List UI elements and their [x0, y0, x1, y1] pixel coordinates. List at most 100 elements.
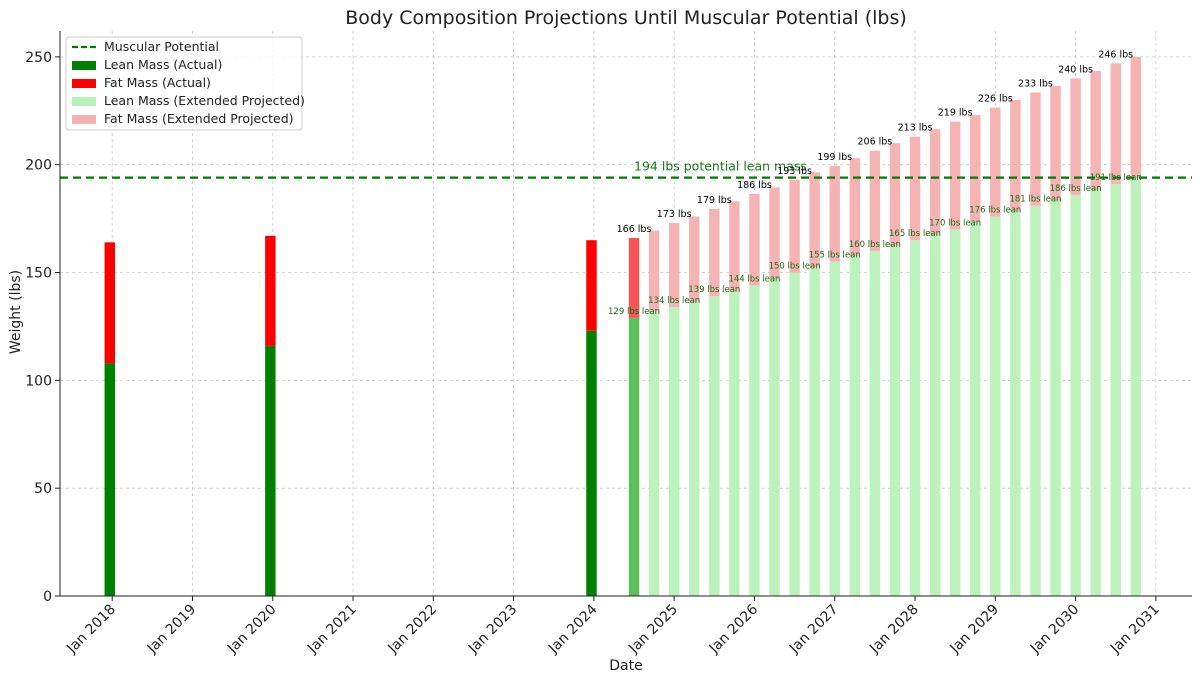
- lean-projected-bar: [970, 222, 981, 596]
- legend-swatch: [72, 97, 96, 106]
- fat-projected-bar: [1090, 70, 1101, 190]
- fat-projected-bar: [729, 201, 740, 291]
- lean-projected-bar: [869, 250, 881, 596]
- lean-mass-label: 144 lbs lean: [728, 274, 780, 284]
- total-weight-label: 179 lbs: [697, 195, 732, 206]
- lean-mass-label: 160 lbs lean: [849, 240, 901, 250]
- bars: [104, 56, 1142, 597]
- lean-projected-bar: [1010, 211, 1021, 597]
- lean-projected-bar: [668, 307, 680, 596]
- lean-projected-bar: [949, 229, 961, 596]
- lean-mass-label: 186 lbs lean: [1050, 184, 1102, 194]
- legend-box: [65, 36, 303, 131]
- fat-projected-bar: [1130, 56, 1142, 178]
- lean-projected-bar: [929, 234, 941, 597]
- lean-mass-label: 134 lbs lean: [648, 296, 700, 306]
- y-tick-label: 0: [43, 589, 52, 605]
- lean-projected-bar: [709, 296, 720, 596]
- fat-projected-bar: [1070, 78, 1081, 195]
- fat-projected-bar: [789, 179, 800, 273]
- lean-projected-bar: [628, 317, 640, 596]
- total-weight-label: 193 lbs: [777, 166, 812, 177]
- y-tick-label: 150: [25, 266, 52, 282]
- lean-mass-label: 165 lbs lean: [889, 229, 941, 239]
- total-weight-label: 206 lbs: [857, 137, 892, 148]
- legend: Muscular Potential Lean Mass (Actual) Fat …: [65, 36, 305, 131]
- x-axis-label: Date: [609, 658, 642, 674]
- lean-projected-bar: [889, 245, 901, 596]
- fat-projected-bar: [829, 165, 840, 262]
- fat-projected-bar: [970, 115, 981, 223]
- lean-projected-bar: [749, 285, 760, 596]
- lean-projected-bar: [1130, 177, 1142, 596]
- lean-mass-label: 129 lbs lean: [608, 307, 660, 317]
- total-weight-label: 240 lbs: [1058, 64, 1093, 75]
- fat-projected-bar: [809, 172, 820, 268]
- fat-projected-bar: [1110, 63, 1121, 185]
- fat-projected-bar: [849, 158, 861, 257]
- fat-projected-bar: [749, 193, 760, 286]
- lean-projected-bar: [1050, 200, 1061, 596]
- lean-projected-bar: [990, 216, 1001, 596]
- muscular-potential-label: 194 lbs potential lean mass: [634, 159, 807, 174]
- fat-projected-bar: [1050, 85, 1061, 201]
- total-weight-label: 173 lbs: [657, 209, 692, 220]
- legend-swatch: [72, 61, 96, 70]
- fat-projected-bar: [709, 208, 720, 297]
- fat-projected-bar: [929, 129, 941, 235]
- lean-mass-label: 181 lbs lean: [1009, 195, 1061, 205]
- fat-projected-bar: [1010, 100, 1021, 212]
- lean-projected-bar: [689, 301, 700, 596]
- lean-projected-bar: [1110, 184, 1121, 596]
- lean-mass-label: 176 lbs lean: [969, 205, 1021, 215]
- lean-actual-bar: [104, 363, 115, 596]
- lean-actual-bar: [586, 330, 597, 596]
- lean-projected-bar: [729, 290, 740, 596]
- legend-swatch: [72, 115, 96, 124]
- fat-actual-bar: [104, 242, 115, 364]
- chart-title: Body Composition Projections Until Muscu…: [345, 7, 907, 29]
- lean-projected-bar: [1090, 189, 1101, 597]
- lean-projected-bar: [1070, 194, 1081, 596]
- total-weight-label: 219 lbs: [938, 108, 973, 119]
- legend-label: Fat Mass (Extended Projected): [104, 111, 294, 126]
- total-weight-label: 166 lbs: [617, 224, 652, 235]
- fat-projected-bar: [869, 150, 881, 251]
- fat-actual-bar: [265, 235, 276, 346]
- lean-projected-bar: [648, 311, 660, 596]
- legend-label: Lean Mass (Extended Projected): [104, 93, 305, 108]
- lean-projected-bar: [909, 240, 921, 596]
- total-weight-label: 226 lbs: [978, 94, 1013, 105]
- y-axis-label: Weight (lbs): [8, 270, 24, 354]
- fat-projected-bar: [668, 222, 680, 308]
- fat-projected-bar: [648, 230, 660, 312]
- muscular-potential-line: 194 lbs potential lean mass: [60, 159, 1192, 179]
- y-tick-label: 250: [25, 50, 52, 66]
- y-tick-label: 200: [25, 158, 52, 174]
- y-tick-label: 50: [34, 481, 52, 497]
- fat-projected-bar: [769, 187, 780, 279]
- lean-mass-label: 170 lbs lean: [929, 218, 981, 228]
- fat-projected-bar: [1030, 92, 1041, 206]
- fat-projected-bar: [628, 238, 640, 318]
- lean-projected-bar: [1030, 205, 1041, 596]
- y-tick-label: 100: [25, 373, 52, 389]
- lean-mass-label: 155 lbs lean: [809, 251, 861, 261]
- lean-mass-label: 139 lbs lean: [688, 285, 740, 295]
- lean-projected-bar: [829, 261, 840, 596]
- lean-projected-bar: [809, 267, 820, 596]
- total-weight-label: 199 lbs: [817, 152, 852, 163]
- fat-projected-bar: [909, 136, 921, 241]
- lean-mass-label: 150 lbs lean: [769, 262, 821, 272]
- total-weight-label: 186 lbs: [737, 180, 772, 191]
- lean-projected-bar: [849, 256, 861, 596]
- lean-projected-bar: [769, 278, 780, 596]
- total-weight-label: 213 lbs: [898, 123, 933, 134]
- legend-label: Muscular Potential: [104, 39, 219, 54]
- total-weight-label: 233 lbs: [1018, 78, 1053, 89]
- fat-projected-bar: [990, 107, 1001, 217]
- bar-labels: 166 lbs 129 lbs lean 173 lbs 134 lbs lean 17…: [608, 49, 1142, 316]
- lean-mass-label: 191 lbs lean: [1090, 173, 1142, 183]
- fat-projected-bar: [889, 143, 901, 246]
